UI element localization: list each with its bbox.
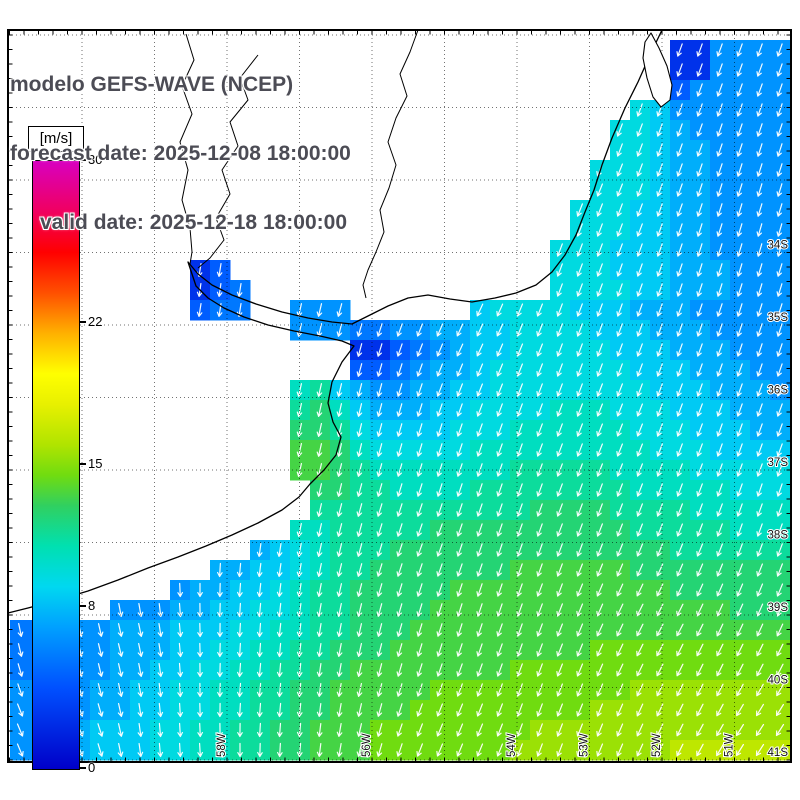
- svg-text:36S: 36S: [768, 385, 789, 397]
- svg-text:53W: 53W: [579, 733, 591, 757]
- svg-text:34S: 34S: [768, 240, 789, 252]
- svg-text:54W: 54W: [506, 733, 518, 757]
- svg-text:58W: 58W: [216, 733, 228, 757]
- lagoon-outline: [642, 32, 673, 108]
- wind-direction-arrows: [16, 43, 785, 758]
- svg-text:41S: 41S: [768, 747, 789, 759]
- river-path: [362, 29, 419, 299]
- svg-text:39S: 39S: [768, 602, 789, 614]
- valid-date-line: valid date: 2025-12-18 18:00:00: [40, 211, 348, 234]
- svg-text:56W: 56W: [361, 733, 373, 757]
- colorbar-tick-label: 15: [88, 456, 103, 471]
- wind-speed-colorbar: [m/s] 30 22 15 8 0: [26, 126, 146, 798]
- river-path: [197, 54, 259, 269]
- river-path: [179, 33, 195, 265]
- forecast-date-line: forecast date: 2025-12-08 18:00:00: [10, 142, 351, 165]
- model-title: modelo GEFS-WAVE (NCEP): [10, 73, 294, 96]
- colorbar-tick-label: 0: [88, 760, 96, 775]
- map-frame: [7, 29, 792, 763]
- colorbar-units-box: [m/s]: [28, 126, 84, 152]
- svg-text:35S: 35S: [768, 312, 789, 324]
- colorbar-tick-label: 30: [88, 152, 103, 167]
- svg-text:37S: 37S: [768, 457, 789, 469]
- map-header: modelo GEFS-WAVE (NCEP) forecast date: 2…: [10, 27, 351, 280]
- colorbar-tick: [80, 159, 86, 161]
- svg-text:52W: 52W: [651, 733, 663, 757]
- coastline-path: [7, 29, 663, 614]
- svg-text:51W: 51W: [724, 733, 736, 757]
- colorbar-tick-label: 22: [88, 314, 103, 330]
- svg-text:38S: 38S: [768, 530, 789, 542]
- colorbar-tick: [80, 767, 86, 769]
- colorbar-tick: [80, 463, 86, 465]
- latitude-labels: 34S 35S 36S 37S 38S 39S 40S 41S: [767, 239, 790, 761]
- graticule: [8, 30, 791, 762]
- longitude-labels: 58W 56W 54W 53W 52W 51W: [215, 732, 737, 758]
- colorbar-gradient: [32, 160, 80, 770]
- colorbar-tick: [80, 321, 86, 324]
- svg-text:40S: 40S: [768, 675, 789, 687]
- coastline: [7, 29, 673, 614]
- colorbar-tick: [80, 604, 86, 607]
- colorbar-tick-label: 8: [88, 597, 96, 613]
